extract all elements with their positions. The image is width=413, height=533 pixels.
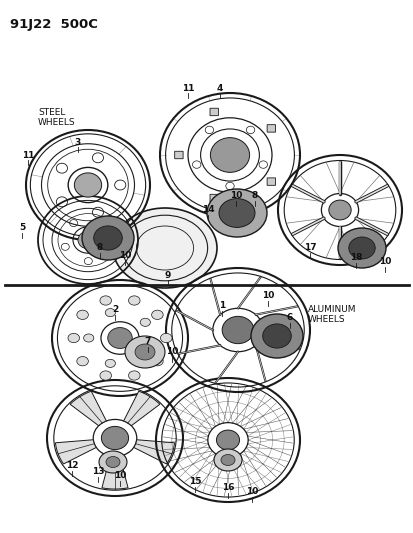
Ellipse shape bbox=[100, 371, 111, 380]
Text: 4: 4 bbox=[216, 84, 223, 93]
Ellipse shape bbox=[105, 359, 115, 367]
Text: 5: 5 bbox=[19, 223, 25, 232]
Text: 18: 18 bbox=[349, 254, 361, 262]
Text: 11: 11 bbox=[181, 84, 194, 93]
Ellipse shape bbox=[128, 296, 140, 305]
Text: ALUMINUM
WHEELS: ALUMINUM WHEELS bbox=[307, 305, 356, 325]
Ellipse shape bbox=[250, 314, 302, 358]
Text: 12: 12 bbox=[66, 462, 78, 471]
Text: 13: 13 bbox=[92, 467, 104, 477]
Ellipse shape bbox=[221, 455, 235, 465]
Polygon shape bbox=[55, 440, 96, 464]
Ellipse shape bbox=[222, 317, 253, 344]
Ellipse shape bbox=[106, 456, 120, 467]
Text: 17: 17 bbox=[303, 244, 316, 253]
Ellipse shape bbox=[206, 189, 266, 237]
Ellipse shape bbox=[151, 357, 163, 366]
Text: 15: 15 bbox=[188, 478, 201, 487]
Text: 10: 10 bbox=[114, 472, 126, 481]
Ellipse shape bbox=[107, 328, 132, 349]
Ellipse shape bbox=[100, 296, 111, 305]
Text: 3: 3 bbox=[75, 138, 81, 147]
Ellipse shape bbox=[78, 231, 98, 249]
Ellipse shape bbox=[348, 237, 374, 259]
Ellipse shape bbox=[74, 173, 102, 197]
Ellipse shape bbox=[216, 430, 239, 450]
Ellipse shape bbox=[113, 208, 216, 288]
Ellipse shape bbox=[82, 216, 134, 260]
FancyBboxPatch shape bbox=[266, 178, 275, 185]
FancyBboxPatch shape bbox=[209, 195, 218, 202]
Text: 11: 11 bbox=[22, 150, 34, 159]
Ellipse shape bbox=[262, 324, 291, 348]
Ellipse shape bbox=[328, 200, 350, 220]
Ellipse shape bbox=[93, 226, 122, 250]
Text: 14: 14 bbox=[201, 206, 214, 214]
Ellipse shape bbox=[214, 449, 242, 471]
Ellipse shape bbox=[160, 333, 172, 343]
Text: 7: 7 bbox=[145, 337, 151, 346]
Polygon shape bbox=[123, 391, 159, 426]
Text: 9: 9 bbox=[164, 271, 171, 279]
Text: 10: 10 bbox=[378, 257, 390, 266]
Text: STEEL
WHEELS: STEEL WHEELS bbox=[38, 108, 76, 127]
FancyBboxPatch shape bbox=[174, 151, 183, 159]
Text: 10: 10 bbox=[261, 292, 273, 301]
Ellipse shape bbox=[135, 344, 154, 360]
Ellipse shape bbox=[140, 318, 150, 326]
Polygon shape bbox=[70, 391, 106, 426]
Ellipse shape bbox=[77, 357, 88, 366]
Polygon shape bbox=[102, 456, 128, 489]
Ellipse shape bbox=[101, 426, 128, 450]
FancyBboxPatch shape bbox=[266, 125, 275, 132]
Text: 8: 8 bbox=[97, 244, 103, 253]
Ellipse shape bbox=[218, 199, 254, 228]
Text: 10: 10 bbox=[166, 348, 178, 357]
Text: 10: 10 bbox=[119, 251, 131, 260]
Ellipse shape bbox=[210, 138, 249, 172]
Text: 10: 10 bbox=[245, 488, 258, 497]
Ellipse shape bbox=[77, 310, 88, 319]
Text: 10: 10 bbox=[229, 191, 242, 200]
Ellipse shape bbox=[99, 451, 127, 473]
FancyBboxPatch shape bbox=[209, 108, 218, 116]
Text: 2: 2 bbox=[112, 305, 118, 314]
Ellipse shape bbox=[337, 228, 385, 268]
Ellipse shape bbox=[68, 333, 79, 343]
Ellipse shape bbox=[128, 371, 140, 380]
Text: 91J22  500C: 91J22 500C bbox=[10, 18, 97, 31]
Text: 8: 8 bbox=[251, 191, 257, 200]
Text: 1: 1 bbox=[218, 302, 225, 311]
Ellipse shape bbox=[140, 350, 150, 358]
Ellipse shape bbox=[83, 334, 94, 342]
Text: 6: 6 bbox=[286, 313, 292, 322]
Polygon shape bbox=[133, 440, 174, 464]
Ellipse shape bbox=[105, 309, 115, 317]
Ellipse shape bbox=[125, 336, 165, 368]
Text: 16: 16 bbox=[221, 483, 234, 492]
Ellipse shape bbox=[151, 310, 163, 319]
